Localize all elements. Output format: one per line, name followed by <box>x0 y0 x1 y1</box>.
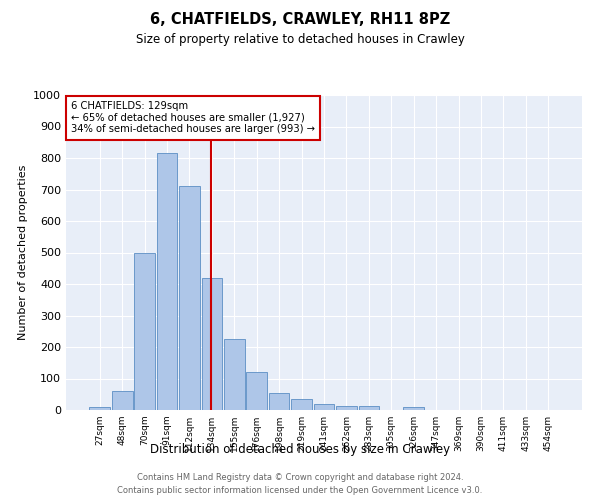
Bar <box>336 406 357 410</box>
Bar <box>157 154 178 410</box>
Text: Contains public sector information licensed under the Open Government Licence v3: Contains public sector information licen… <box>118 486 482 495</box>
Text: 6, CHATFIELDS, CRAWLEY, RH11 8PZ: 6, CHATFIELDS, CRAWLEY, RH11 8PZ <box>150 12 450 28</box>
Bar <box>179 186 200 410</box>
Bar <box>247 372 267 410</box>
Bar <box>112 391 133 410</box>
Bar <box>134 252 155 410</box>
Bar <box>224 339 245 410</box>
Bar <box>314 404 334 410</box>
Y-axis label: Number of detached properties: Number of detached properties <box>17 165 28 340</box>
Text: Contains HM Land Registry data © Crown copyright and database right 2024.: Contains HM Land Registry data © Crown c… <box>137 472 463 482</box>
Text: Distribution of detached houses by size in Crawley: Distribution of detached houses by size … <box>150 442 450 456</box>
Text: Size of property relative to detached houses in Crawley: Size of property relative to detached ho… <box>136 32 464 46</box>
Bar <box>89 408 110 410</box>
Bar <box>291 399 312 410</box>
Bar <box>269 392 289 410</box>
Text: 6 CHATFIELDS: 129sqm
← 65% of detached houses are smaller (1,927)
34% of semi-de: 6 CHATFIELDS: 129sqm ← 65% of detached h… <box>71 102 315 134</box>
Bar <box>202 278 222 410</box>
Bar <box>359 406 379 410</box>
Bar <box>403 407 424 410</box>
